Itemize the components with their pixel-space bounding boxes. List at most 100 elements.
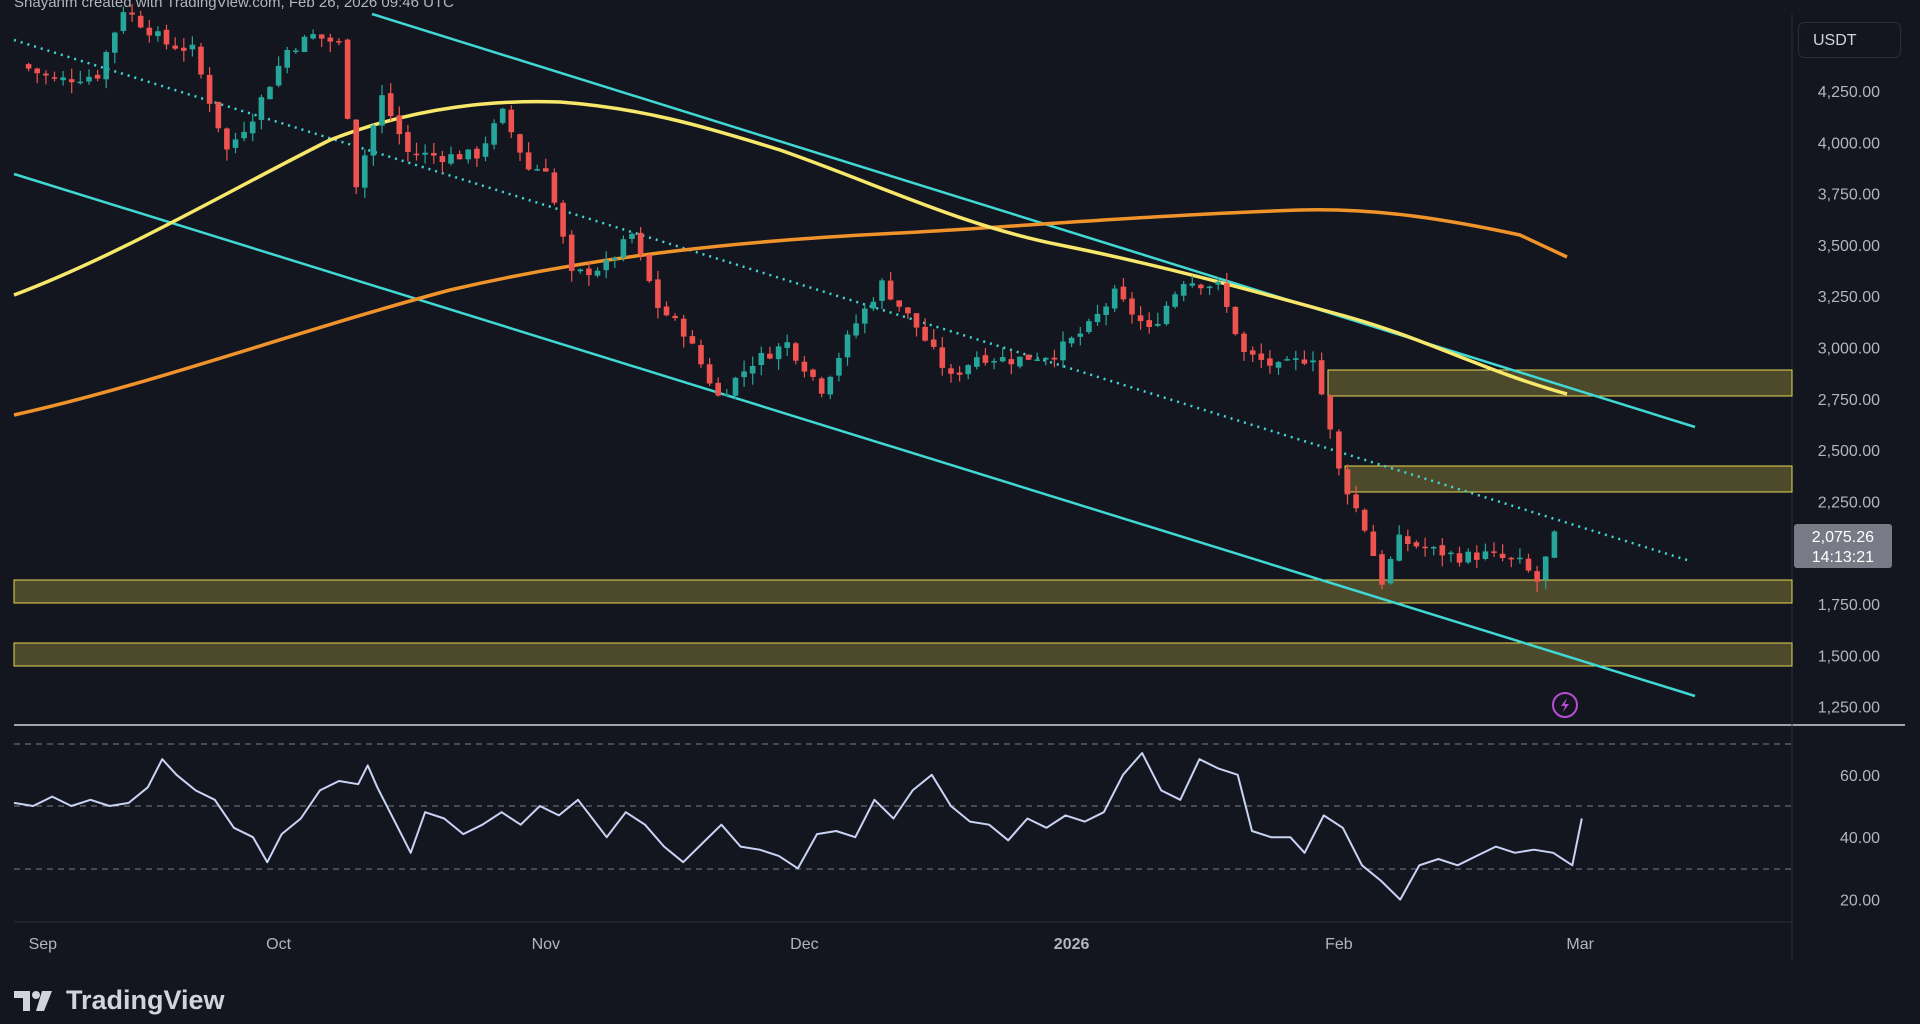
- candle: [1491, 542, 1497, 558]
- candle: [1439, 538, 1446, 567]
- rsi-panel: [13, 743, 1792, 901]
- quote-currency-button[interactable]: USDT: [1798, 22, 1901, 58]
- candle: [387, 83, 394, 121]
- candle-body: [422, 152, 428, 155]
- candle-body: [1163, 305, 1170, 325]
- candle: [508, 105, 515, 138]
- candle: [922, 318, 928, 342]
- candle-body: [396, 115, 403, 135]
- candle-body: [1439, 545, 1446, 556]
- candle: [948, 363, 954, 383]
- candle-body: [1465, 551, 1471, 563]
- candle: [879, 278, 885, 310]
- lightning-icon[interactable]: [1552, 692, 1578, 718]
- candle: [939, 337, 946, 376]
- candle: [1499, 544, 1506, 562]
- candle: [1456, 546, 1463, 567]
- candle: [620, 235, 627, 262]
- candle-body: [1206, 286, 1213, 289]
- candle-body: [594, 270, 601, 276]
- moving-average-orange: [13, 208, 1568, 417]
- candle-body: [749, 366, 756, 374]
- candle-body: [1043, 357, 1049, 360]
- candle: [1534, 565, 1540, 593]
- candle: [267, 85, 273, 100]
- candle-body: [663, 306, 670, 316]
- candle-body: [1430, 547, 1437, 549]
- candle-body: [112, 32, 118, 53]
- candle: [482, 136, 489, 162]
- candle-body: [1267, 358, 1273, 366]
- candle: [1120, 278, 1127, 302]
- candle: [930, 329, 937, 350]
- candle-body: [508, 109, 515, 133]
- candle: [146, 20, 153, 43]
- candle-body: [155, 31, 161, 37]
- candle: [275, 56, 282, 88]
- candle: [999, 347, 1006, 363]
- candle-body: [1275, 362, 1282, 368]
- candle-body: [68, 79, 75, 83]
- time-axis-tick: Mar: [1566, 936, 1594, 953]
- candle-body: [413, 153, 420, 156]
- candle-body: [146, 27, 153, 36]
- candle-body: [862, 308, 868, 324]
- descending-channel: [13, 12, 1696, 698]
- candle: [629, 232, 635, 244]
- candle: [1508, 556, 1515, 568]
- price-chart[interactable]: 4,250.00 4,000.00 3,750.00 3,500.00 3,250.00…: [0, 0, 1920, 960]
- candle: [1327, 394, 1333, 439]
- candle-body: [655, 279, 661, 308]
- candle-body: [715, 382, 721, 396]
- candle: [120, 6, 127, 34]
- candle: [775, 343, 782, 370]
- candle: [353, 119, 359, 194]
- candle-body: [1370, 531, 1377, 556]
- candle-body: [698, 345, 704, 365]
- candle: [517, 133, 523, 161]
- price-axis-tick: 3,500.00: [1818, 238, 1880, 255]
- candle: [1405, 529, 1411, 552]
- candle-body: [499, 108, 506, 123]
- time-axis-tick: Sep: [29, 936, 58, 953]
- candle: [163, 24, 170, 50]
- candle: [1361, 508, 1368, 533]
- candle-body: [336, 41, 342, 43]
- candle: [1077, 327, 1084, 346]
- candle-body: [767, 353, 773, 359]
- candle: [103, 50, 109, 89]
- candle-body: [224, 128, 230, 150]
- candle: [1353, 485, 1359, 513]
- zone-1800: [13, 579, 1793, 604]
- price-axis-tick: 1,250.00: [1818, 700, 1880, 717]
- candle-body: [120, 12, 127, 31]
- candle-body: [103, 52, 109, 80]
- candle-body: [543, 168, 549, 172]
- current-price-value: 2,075.26: [1812, 529, 1874, 546]
- candle-body: [267, 86, 273, 100]
- candle: [637, 227, 644, 261]
- candle-body: [181, 47, 187, 51]
- candle: [1111, 285, 1118, 313]
- time-axis: Sep Oct Nov Dec 2026 Feb Mar: [29, 936, 1595, 953]
- candle: [1155, 312, 1161, 328]
- candle-body: [646, 255, 653, 282]
- candle: [1017, 356, 1023, 369]
- candle: [1422, 537, 1428, 557]
- candle-body: [51, 77, 58, 79]
- candle-body: [930, 339, 937, 347]
- candle-body: [232, 139, 239, 148]
- candle: [844, 330, 851, 366]
- time-axis-tick: Nov: [532, 936, 560, 953]
- candle-body: [258, 97, 265, 120]
- candle: [577, 268, 584, 274]
- candle-body: [629, 233, 635, 239]
- candle: [1482, 543, 1489, 561]
- candle: [34, 67, 40, 84]
- candle-body: [1111, 288, 1118, 309]
- candle-body: [1344, 469, 1351, 495]
- candle: [94, 69, 101, 82]
- tradingview-logo[interactable]: TradingView: [14, 985, 225, 1016]
- candle-body: [293, 50, 299, 52]
